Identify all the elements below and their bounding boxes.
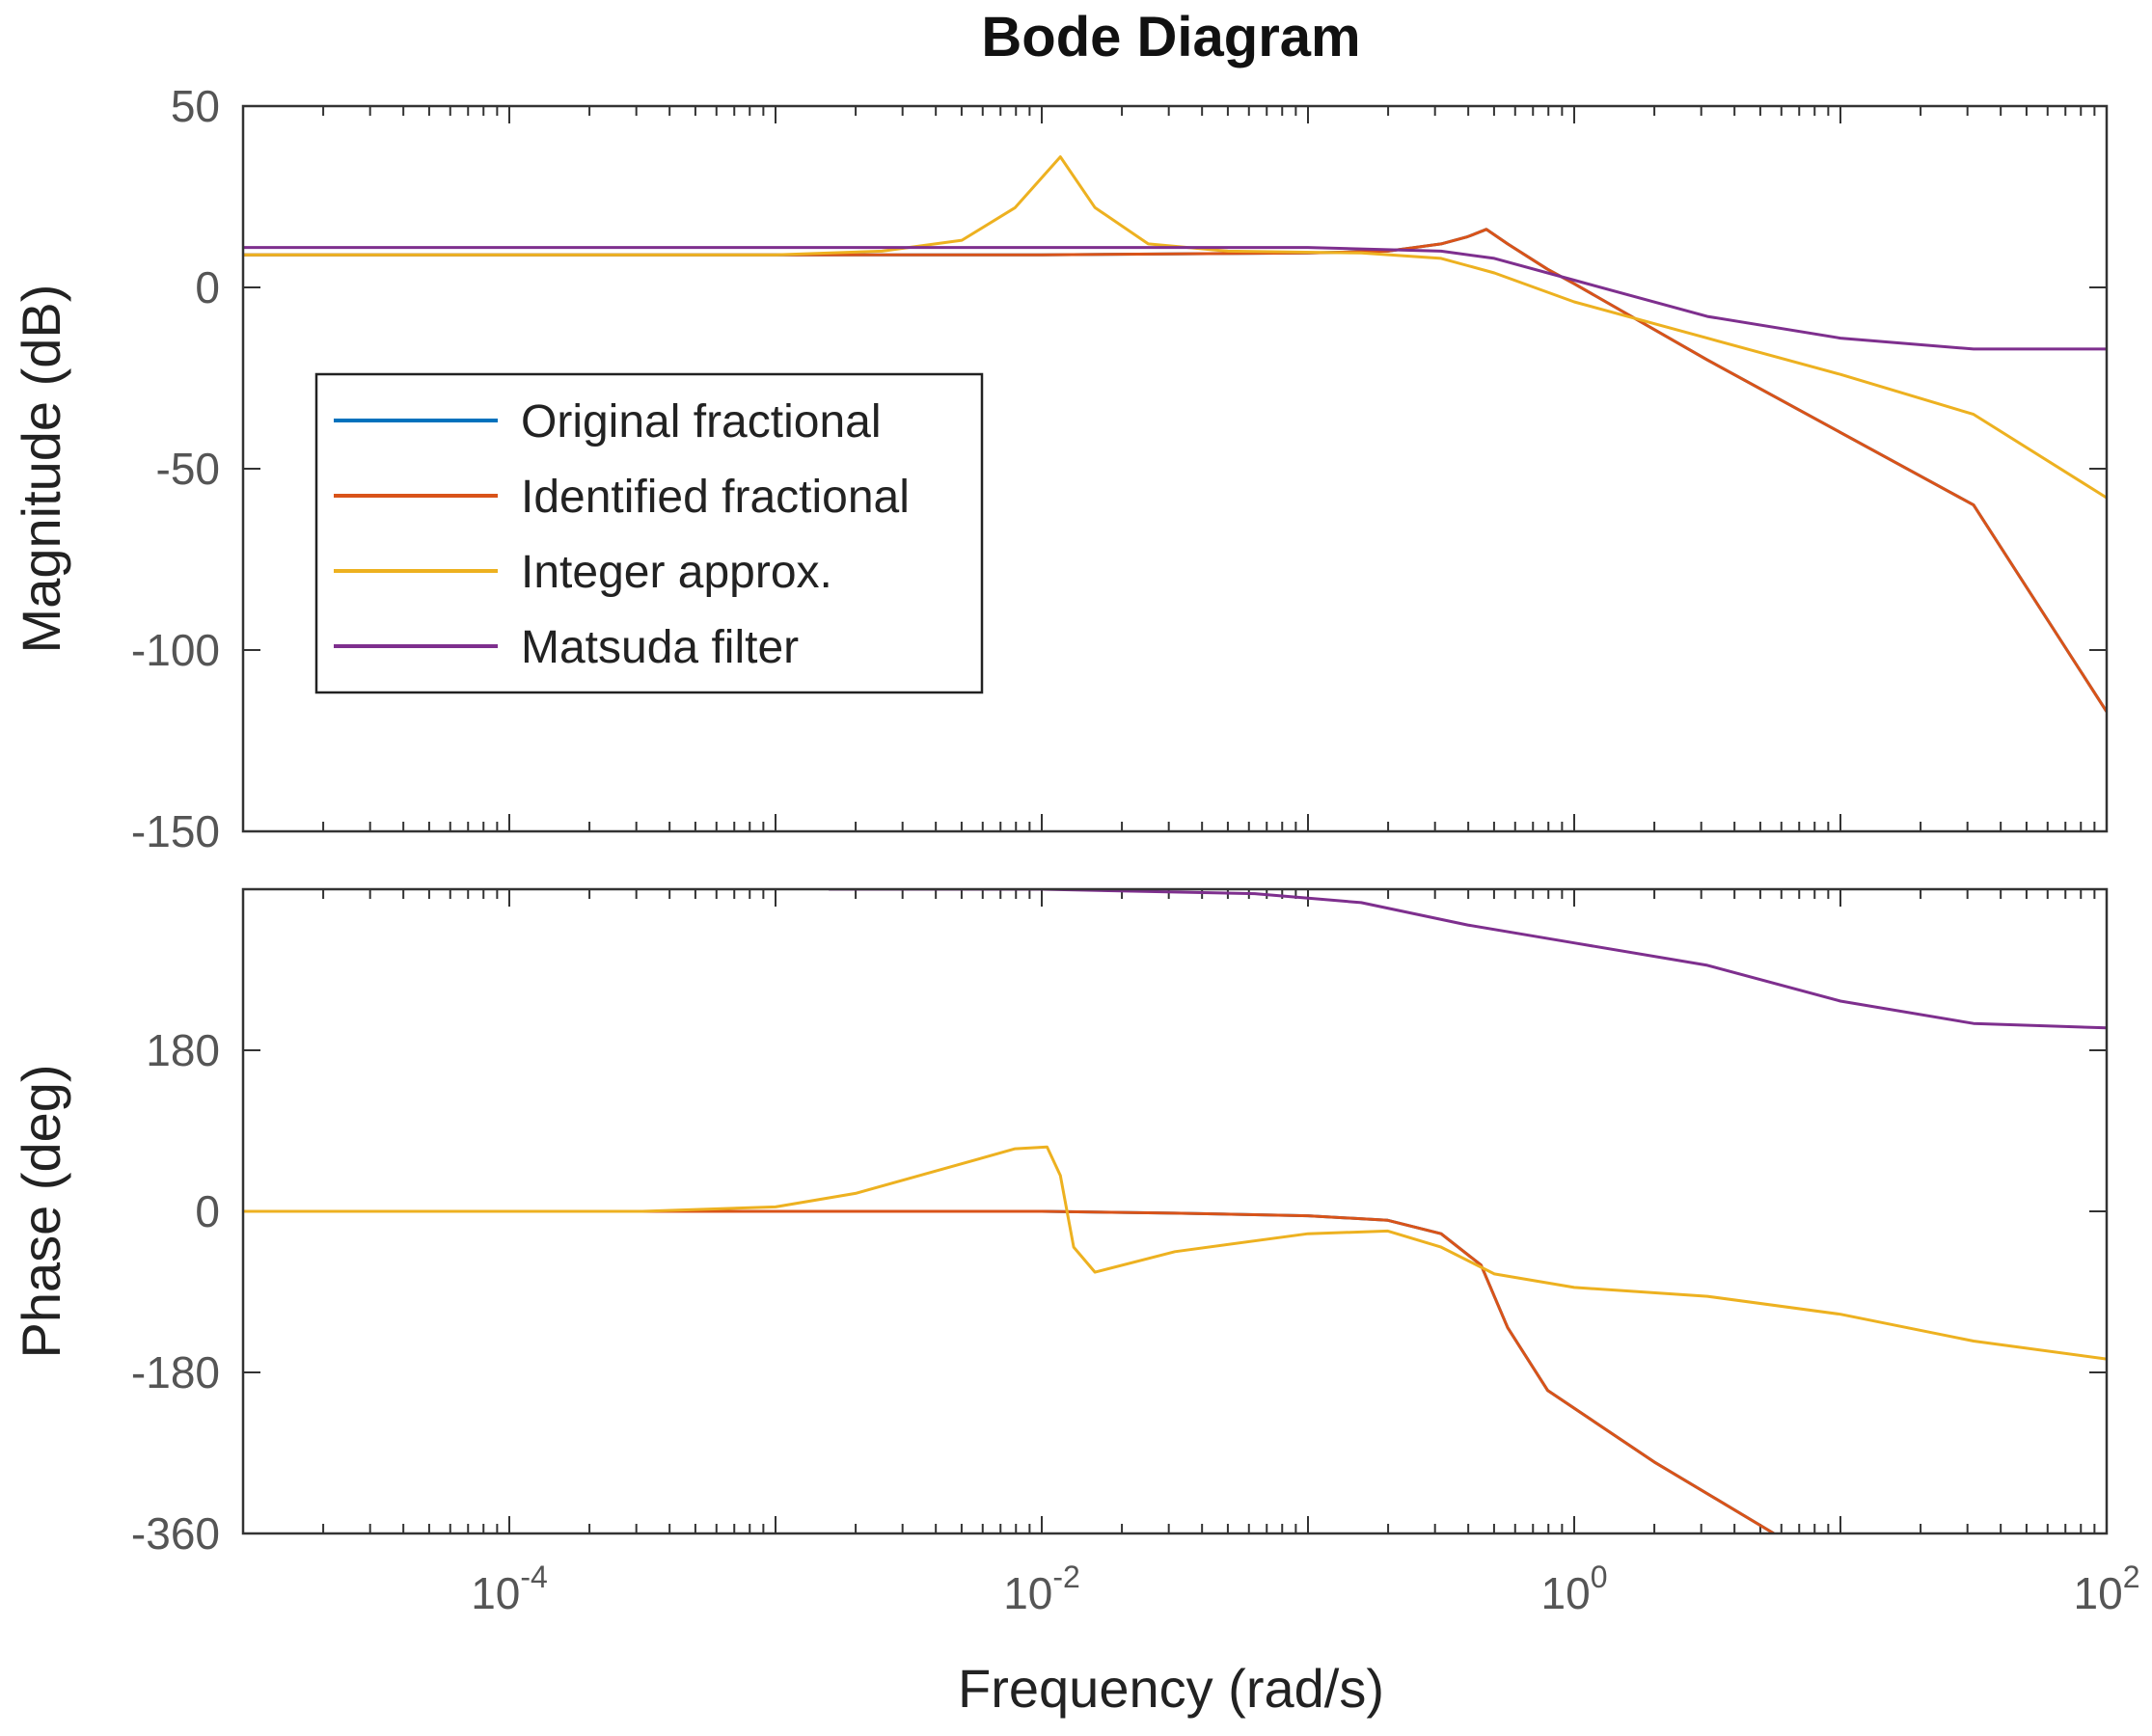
magnitude-panel: 50 0 -50 -100 -150 Magnitude (dB) (11, 81, 2109, 856)
magnitude-y-axis-title: Magnitude (dB) (11, 285, 71, 654)
phase-series-integer-approx (243, 1145, 2107, 1361)
legend: Original fractional Identified fractional… (314, 372, 984, 694)
y-tick-label: 0 (195, 262, 220, 312)
y-tick-label: 180 (146, 1025, 220, 1075)
y-tick-label: 50 (171, 81, 220, 131)
legend-label: Matsuda filter (521, 622, 799, 673)
phase-series-identified-fractional (243, 1209, 1775, 1533)
phase-series-matsuda-filter (829, 889, 2107, 1030)
legend-label: Integer approx. (521, 547, 832, 598)
phase-panel: 180 0 -180 -360 Phase (deg) 10-4 10-2 100 102 (11, 887, 2140, 1618)
y-tick-label: -180 (131, 1347, 220, 1397)
legend-label: Identified fractional (521, 472, 910, 523)
x-axis-title: Frequency (rad/s) (958, 1658, 1384, 1719)
magnitude-series-identified-fractional (243, 228, 2107, 713)
legend-box (314, 372, 984, 694)
y-tick-label: 0 (195, 1186, 220, 1236)
magnitude-series-matsuda-filter (243, 246, 2107, 351)
magnitude-plot-frame (241, 104, 2109, 833)
x-tick-label: 100 (1541, 1560, 1608, 1618)
phase-y-axis-title: Phase (deg) (11, 1064, 71, 1358)
x-tick-label: 102 (2074, 1560, 2140, 1618)
x-tick-label: 10-4 (471, 1560, 548, 1618)
x-tick-label: 10-2 (1003, 1560, 1080, 1618)
y-tick-label: -50 (156, 444, 220, 494)
legend-label: Original fractional (521, 396, 882, 448)
phase-series-original-fractional (243, 1209, 1775, 1533)
y-tick-label: -150 (131, 806, 220, 856)
chart-title: Bode Diagram (981, 6, 1360, 68)
y-tick-label: -360 (131, 1508, 220, 1559)
phase-plot-frame (241, 887, 2109, 1535)
y-tick-label: -100 (131, 625, 220, 675)
